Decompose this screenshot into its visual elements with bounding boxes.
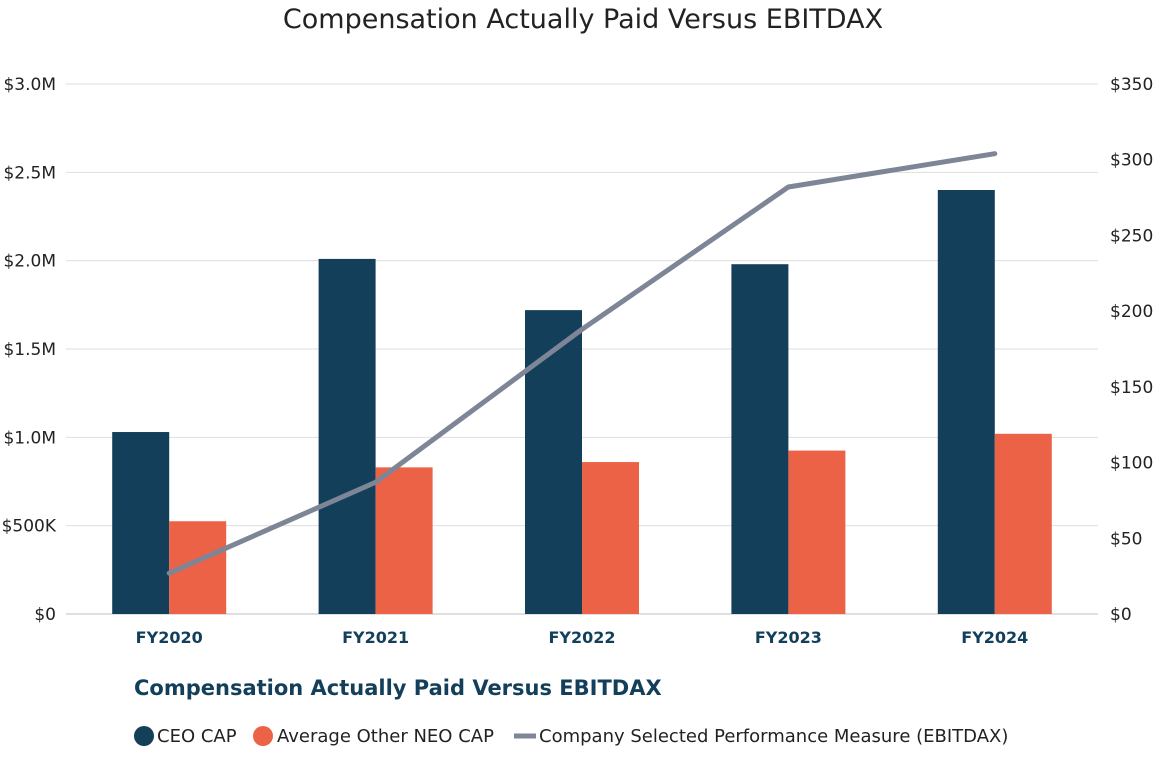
bar-ceo-cap xyxy=(525,310,582,614)
right-tick-label: $200 xyxy=(1110,302,1153,322)
chart-title: Compensation Actually Paid Versus EBITDA… xyxy=(283,4,883,35)
right-axis: $0 $50 $100 $150 $200 $250 $300 $350 xyxy=(1110,75,1153,625)
left-tick-label: $1.0M xyxy=(3,428,56,448)
category-label: FY2022 xyxy=(548,628,615,647)
left-tick-label: $1.5M xyxy=(3,340,56,360)
right-tick-label: $350 xyxy=(1110,75,1153,95)
right-tick-label: $300 xyxy=(1110,151,1153,171)
legend-swatch-ceo xyxy=(134,726,154,746)
bar-neo-cap xyxy=(582,462,639,614)
category-label: FY2020 xyxy=(136,628,203,647)
category-label: FY2021 xyxy=(342,628,409,647)
legend: CEO CAP Average Other NEO CAP Company Se… xyxy=(134,726,1008,747)
category-labels: FY2020 FY2021 FY2022 FY2023 FY2024 xyxy=(136,628,1029,647)
category-label: FY2023 xyxy=(755,628,822,647)
legend-label-ebitdax: Company Selected Performance Measure (EB… xyxy=(539,726,1008,747)
left-axis: $0 $500K $1.0M $1.5M $2.0M $2.5M $3.0M xyxy=(2,75,57,625)
bar-ceo-cap xyxy=(112,432,170,614)
right-tick-label: $250 xyxy=(1110,226,1153,246)
left-tick-label: $2.0M xyxy=(3,252,56,272)
bar-neo-cap xyxy=(788,450,846,614)
legend-label-neo: Average Other NEO CAP xyxy=(277,726,494,747)
bar-ceo-cap xyxy=(937,190,995,614)
right-tick-label: $0 xyxy=(1110,605,1132,625)
chart-subtitle: Compensation Actually Paid Versus EBITDA… xyxy=(134,676,662,700)
ebitdax-line xyxy=(166,151,998,576)
bar-ceo-cap xyxy=(731,264,789,614)
legend-swatch-neo xyxy=(253,726,273,746)
right-tick-label: $100 xyxy=(1110,454,1153,474)
bar-neo-cap xyxy=(994,433,1052,614)
left-tick-label: $500K xyxy=(2,517,57,537)
left-tick-label: $2.5M xyxy=(3,163,56,183)
bars xyxy=(112,190,1052,614)
left-tick-label: $0 xyxy=(34,605,56,625)
left-tick-label: $3.0M xyxy=(3,75,56,95)
right-tick-label: $50 xyxy=(1110,529,1142,549)
bar-ceo-cap xyxy=(318,258,376,614)
category-label: FY2024 xyxy=(961,628,1028,647)
right-tick-label: $150 xyxy=(1110,378,1153,398)
bar-neo-cap xyxy=(375,467,433,614)
ebitdax-line-group xyxy=(166,151,998,576)
legend-label-ceo: CEO CAP xyxy=(157,726,237,747)
